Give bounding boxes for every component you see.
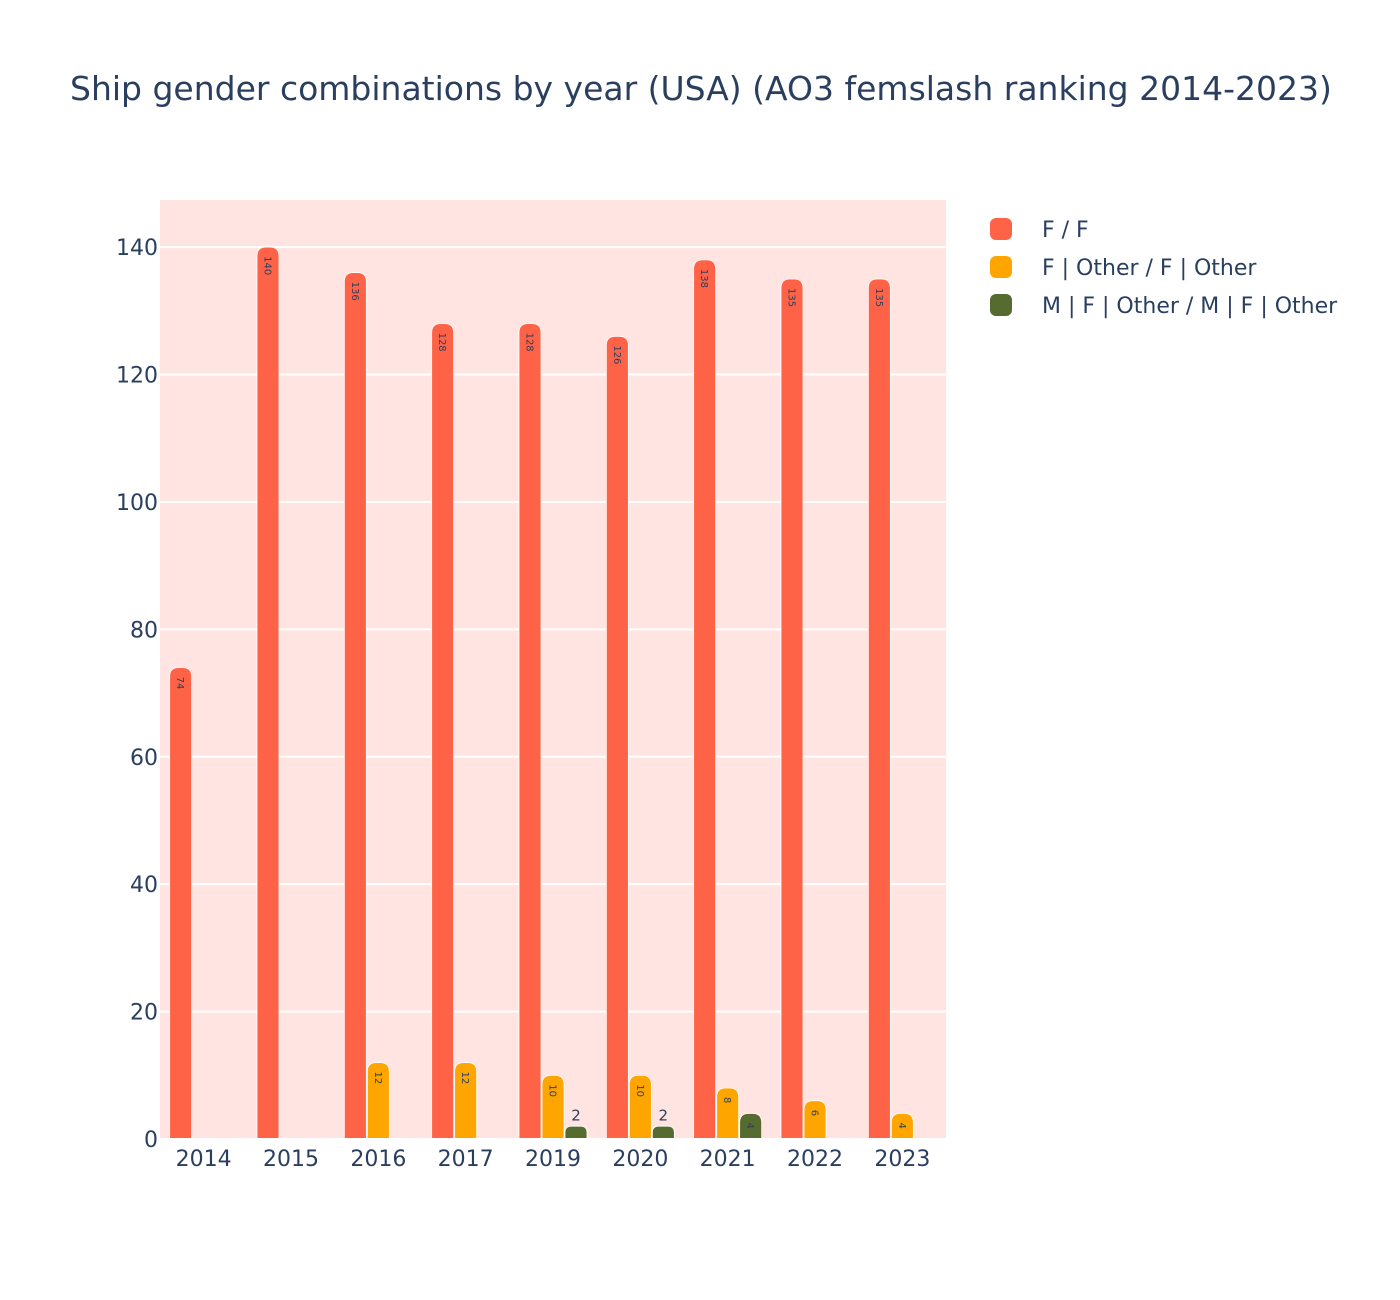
bar: [431, 323, 455, 1140]
bar-value-label: 138: [698, 269, 709, 288]
legend-label: F | Other / F | Other: [1042, 256, 1257, 281]
x-tick-label: 2015: [263, 1147, 319, 1172]
y-tick-label: 60: [130, 746, 158, 771]
x-tick-label: 2021: [700, 1147, 756, 1172]
bar: [169, 667, 193, 1140]
x-tick-label: 2014: [176, 1147, 232, 1172]
x-tick-label: 2020: [612, 1147, 668, 1172]
bar: [605, 335, 629, 1140]
bar-value-label: 8: [721, 1097, 732, 1103]
bar: [780, 278, 804, 1140]
bar: [739, 1113, 763, 1140]
y-tick-label: 80: [130, 618, 158, 643]
x-tick-label: 2023: [874, 1147, 930, 1172]
y-tick-label: 140: [116, 236, 158, 261]
bar-value-label: 2: [571, 1106, 581, 1124]
bar: [716, 1087, 740, 1140]
bar-value-label: 4: [744, 1123, 755, 1129]
bar: [564, 1125, 588, 1140]
y-tick-label: 120: [116, 364, 158, 389]
x-tick-label: 2019: [525, 1147, 581, 1172]
bar: [343, 272, 367, 1140]
bar: [454, 1062, 478, 1140]
bar-value-label: 140: [262, 256, 273, 275]
bar: [803, 1100, 827, 1140]
bar-value-label: 128: [524, 333, 535, 352]
legend-swatch: [990, 218, 1012, 240]
bar-value-label: 10: [547, 1084, 558, 1097]
bar-value-label: 12: [459, 1072, 470, 1085]
bar-value-label: 135: [873, 288, 884, 307]
x-tick-label: 2016: [350, 1147, 406, 1172]
bar-value-label: 128: [436, 333, 447, 352]
bar: [890, 1113, 914, 1140]
bar-value-label: 74: [174, 677, 185, 690]
bar: [651, 1125, 675, 1140]
plot-area: [160, 200, 946, 1139]
y-tick-label: 40: [130, 873, 158, 898]
legend-item: M | F | Other / M | F | Other: [990, 294, 1338, 319]
bar: [366, 1062, 390, 1140]
bar: [256, 246, 280, 1140]
x-tick-label: 2022: [787, 1147, 843, 1172]
bar: [541, 1074, 565, 1140]
y-tick-label: 100: [116, 491, 158, 516]
bar: [867, 278, 891, 1140]
legend-swatch: [990, 294, 1012, 316]
legend-label: M | F | Other / M | F | Other: [1042, 294, 1338, 319]
bar: [693, 259, 717, 1140]
bar-value-label: 126: [611, 345, 622, 364]
legend-item: F | Other / F | Other: [990, 256, 1257, 281]
bar: [518, 323, 542, 1140]
x-tick-label: 2017: [438, 1147, 494, 1172]
y-tick-label: 20: [130, 1001, 158, 1026]
chart-title: Ship gender combinations by year (USA) (…: [70, 69, 1332, 108]
bar-value-label: 136: [349, 282, 360, 301]
bar-value-label: 135: [786, 288, 797, 307]
bar-value-label: 10: [634, 1084, 645, 1097]
bar-value-label: 12: [372, 1072, 383, 1085]
bar-value-label: 4: [896, 1123, 907, 1129]
legend-label: F / F: [1042, 218, 1089, 243]
y-tick-label: 0: [144, 1128, 158, 1153]
bar-value-label: 6: [809, 1110, 820, 1116]
legend-swatch: [990, 256, 1012, 278]
bar-value-label: 2: [659, 1106, 669, 1124]
bar: [628, 1074, 652, 1140]
legend-item: F / F: [990, 218, 1089, 243]
